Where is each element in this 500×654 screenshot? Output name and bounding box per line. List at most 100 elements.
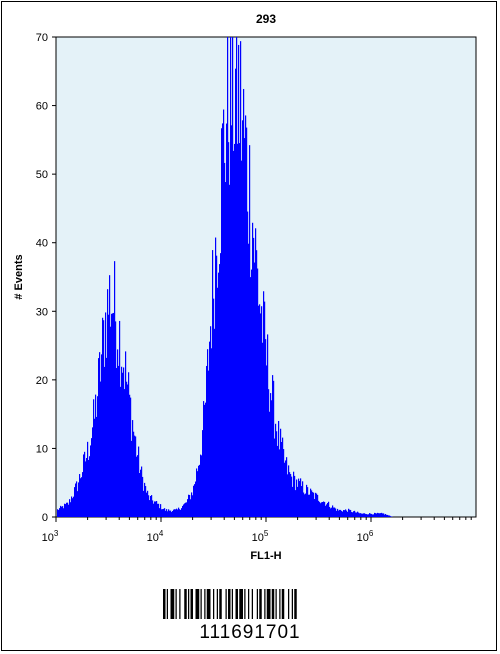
histogram-bin [162, 509, 164, 517]
histogram-bin [93, 399, 95, 517]
histogram-bin [245, 115, 247, 517]
barcode-number: 111691701 [199, 622, 301, 643]
histogram-bin [259, 304, 261, 517]
barcode-bar [256, 589, 258, 619]
barcode-bar [206, 589, 211, 619]
barcode-bar [239, 589, 243, 619]
histogram-bin [228, 142, 230, 517]
histogram-bin [151, 495, 153, 517]
histogram-bin [215, 237, 217, 517]
barcode-bar [231, 589, 233, 619]
histogram-bin [113, 312, 115, 517]
histogram-bin [363, 513, 365, 517]
histogram-bin [348, 508, 350, 517]
histogram-bin [382, 513, 384, 517]
y-tick-label: 70 [36, 32, 48, 44]
histogram-bin [284, 462, 286, 517]
histogram-bin [214, 328, 216, 517]
histogram-bin [255, 228, 257, 518]
histogram-bin [171, 512, 173, 517]
histogram-bin [149, 500, 151, 517]
histogram-bin [253, 237, 255, 517]
histogram-bin [222, 123, 224, 517]
histogram-bin [129, 394, 131, 517]
barcode-bar [175, 589, 177, 619]
histogram-bin [76, 481, 78, 517]
histogram-bin [65, 504, 67, 517]
histogram-bin [178, 507, 180, 517]
histogram-bin [135, 436, 137, 517]
y-tick-label: 30 [36, 306, 48, 318]
histogram-bin [257, 268, 259, 517]
histogram-bin [324, 501, 326, 517]
histogram-bin [201, 455, 203, 517]
histogram-bin [90, 445, 92, 517]
histogram-bin [337, 508, 339, 517]
histogram-bin [274, 438, 276, 517]
histogram-bin [317, 494, 319, 517]
barcode-bar [279, 589, 281, 619]
histogram-bin [207, 349, 209, 517]
histogram-bin [378, 513, 380, 517]
histogram-bin [306, 484, 308, 517]
histogram-bin [91, 438, 93, 517]
histogram-bin [340, 509, 342, 517]
histogram-bin [58, 510, 60, 517]
histogram-bin [383, 513, 385, 517]
histogram-bin [346, 510, 348, 517]
histogram-bin [155, 501, 157, 517]
x-tick-label: 105 [252, 529, 269, 544]
histogram-bin [102, 317, 104, 517]
histogram-bin [232, 37, 234, 517]
histogram-bin [143, 490, 145, 517]
histogram-bin [97, 396, 99, 517]
histogram-bin [342, 511, 344, 517]
histogram-bin [234, 143, 236, 517]
histogram-bin [104, 366, 106, 517]
histogram-bin [334, 507, 336, 517]
histogram-bin [368, 514, 370, 517]
barcode-bar [235, 589, 238, 619]
histogram-bin [241, 160, 243, 517]
histogram-bin [121, 366, 123, 517]
histogram-bin [132, 420, 134, 517]
x-tick-label: 104 [147, 529, 164, 544]
histogram-bin [137, 455, 139, 517]
histogram-bin [98, 358, 100, 517]
histogram-bin [88, 460, 90, 517]
histogram-bin [89, 456, 91, 517]
histogram-bin [115, 321, 117, 517]
histogram-bin [69, 499, 71, 517]
histogram-bin [99, 352, 101, 517]
histogram-bin [269, 411, 271, 517]
histogram-bin [263, 291, 265, 517]
histogram-bin [126, 381, 128, 517]
histogram-bin [164, 508, 166, 517]
histogram-bin [209, 341, 211, 517]
x-axis-ticks: 103 104 105 106 [42, 517, 472, 544]
histogram-bin [266, 365, 268, 517]
histogram-bin [298, 478, 300, 517]
y-tick-label: 50 [36, 169, 48, 181]
histogram-bin [213, 298, 215, 517]
histogram-bin [116, 368, 118, 517]
histogram-bin [282, 437, 284, 517]
histogram-bin [62, 506, 64, 517]
histogram-bin [84, 451, 86, 517]
histogram-bin [208, 370, 210, 517]
histogram-bin [329, 506, 331, 517]
histogram-bin [195, 481, 197, 517]
histogram-bin [150, 495, 152, 517]
histogram-bin [360, 513, 362, 517]
histogram-bin [231, 125, 233, 518]
histogram-bin [359, 513, 361, 517]
barcode-bar [179, 589, 181, 619]
barcode-bar [288, 589, 290, 619]
histogram-bin [303, 492, 305, 517]
histogram-bin [203, 401, 205, 517]
histogram-bin [80, 478, 82, 517]
histogram-bin [174, 509, 176, 517]
histogram-bin [190, 499, 192, 517]
histogram-bin [200, 454, 202, 517]
histogram-bin [216, 255, 218, 517]
